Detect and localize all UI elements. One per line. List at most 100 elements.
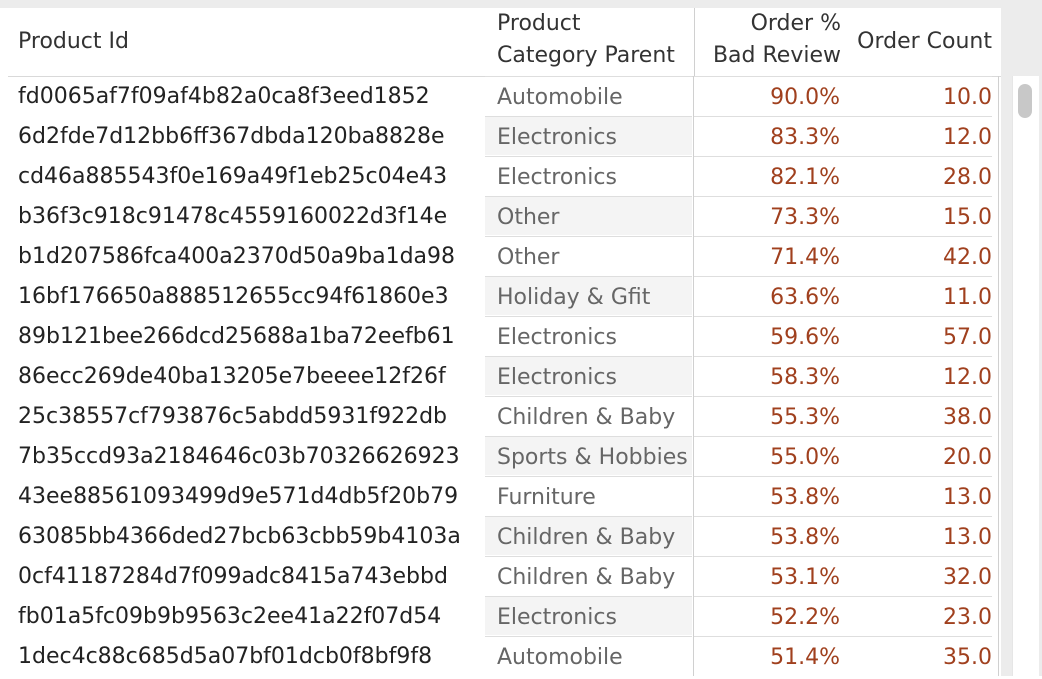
cell-order-count: 11.0: [840, 276, 992, 316]
cell-product-category: Children & Baby: [485, 516, 692, 555]
table-body: fd0065af7f09af4b82a0ca8f3eed1852 Automobi…: [8, 76, 1001, 676]
table-right-border: [998, 316, 999, 356]
table-right-border: [998, 556, 999, 596]
cell-order-count: 38.0: [840, 396, 992, 436]
column-header-label: Order Count: [857, 29, 992, 54]
cell-product-category: Holiday & Gfit: [485, 276, 692, 315]
cell-order-count: 57.0: [840, 316, 992, 356]
table-row[interactable]: 1dec4c88c685d5a07bf01dcb0f8bf9f8 Automobi…: [8, 636, 1001, 676]
cell-order-count: 13.0: [840, 476, 992, 516]
column-divider: [693, 76, 694, 676]
cell-product-id: 43ee88561093499d9e571d4db5f20b79: [18, 484, 459, 509]
cell-order-pct-bad-review: 58.3%: [694, 356, 840, 396]
cell-order-pct-bad-review: 51.4%: [694, 636, 840, 676]
table-row[interactable]: 7b35ccd93a2184646c03b70326626923 Sports &…: [8, 436, 1001, 476]
cell-order-pct-bad-review: 73.3%: [694, 196, 840, 236]
cell-product-category: Electronics: [485, 116, 692, 155]
cell-product-id: b1d207586fca400a2370d50a9ba1da98: [18, 244, 456, 269]
table-right-border: [998, 236, 999, 276]
cell-order-pct-bad-review: 55.0%: [694, 436, 840, 476]
cell-product-category: Automobile: [485, 76, 692, 115]
table-row[interactable]: b36f3c918c91478c4559160022d3f14e Other 73.…: [8, 196, 1001, 236]
table-right-border: [998, 436, 999, 476]
cell-order-pct-bad-review: 53.8%: [694, 476, 840, 516]
column-header-product-category-parent[interactable]: Product Category Parent: [497, 8, 693, 76]
cell-product-category: Children & Baby: [485, 556, 692, 595]
table-right-border: [998, 116, 999, 156]
cell-order-pct-bad-review: 52.2%: [694, 596, 840, 636]
cell-product-category: Automobile: [485, 636, 692, 675]
cell-order-count: 23.0: [840, 596, 992, 636]
cell-order-count: 28.0: [840, 156, 992, 196]
cell-order-pct-bad-review: 83.3%: [694, 116, 840, 156]
column-header-label: Product Id: [18, 29, 129, 54]
cell-product-id: 16bf176650a888512655cc94f61860e3: [18, 284, 449, 309]
column-header-label-line1: Order %: [750, 11, 841, 36]
table-right-border: [998, 156, 999, 196]
cell-order-pct-bad-review: 71.4%: [694, 236, 840, 276]
cell-order-count: 15.0: [840, 196, 992, 236]
cell-product-id: 63085bb4366ded27bcb63cbb59b4103a: [18, 524, 461, 549]
cell-product-id: 7b35ccd93a2184646c03b70326626923: [18, 444, 460, 469]
cell-order-pct-bad-review: 53.8%: [694, 516, 840, 556]
cell-product-category: Children & Baby: [485, 396, 692, 435]
cell-product-id: fb01a5fc09b9b9563c2ee41a22f07d54: [18, 604, 442, 629]
cell-product-id: 25c38557cf793876c5abdd5931f922db: [18, 404, 448, 429]
table-row[interactable]: 16bf176650a888512655cc94f61860e3 Holiday …: [8, 276, 1001, 316]
cell-product-category: Furniture: [485, 476, 692, 515]
cell-product-id: fd0065af7f09af4b82a0ca8f3eed1852: [18, 84, 430, 109]
vertical-scrollbar[interactable]: [1012, 76, 1039, 676]
table-right-border: [998, 196, 999, 236]
cell-product-id: 89b121bee266dcd25688a1ba72eefb61: [18, 324, 455, 349]
cell-order-count: 35.0: [840, 636, 992, 676]
cell-order-pct-bad-review: 53.1%: [694, 556, 840, 596]
table-right-border: [998, 356, 999, 396]
table-right-border: [998, 76, 999, 116]
column-header-label-line1: Product: [497, 11, 581, 36]
cell-product-category: Other: [485, 196, 692, 235]
cell-product-category: Electronics: [485, 356, 692, 395]
top-margin: [0, 0, 1042, 8]
cell-product-category: Electronics: [485, 156, 692, 195]
table-right-border: [998, 596, 999, 636]
cell-order-count: 13.0: [840, 516, 992, 556]
table-right-border: [998, 476, 999, 516]
table-row[interactable]: 63085bb4366ded27bcb63cbb59b4103a Children…: [8, 516, 1001, 556]
table-right-border: [998, 396, 999, 436]
table-row[interactable]: cd46a885543f0e169a49f1eb25c04e43 Electron…: [8, 156, 1001, 196]
cell-order-count: 10.0: [840, 76, 992, 116]
cell-order-count: 12.0: [840, 356, 992, 396]
cell-product-id: 0cf41187284d7f099adc8415a743ebbd: [18, 564, 448, 589]
table-row[interactable]: fd0065af7f09af4b82a0ca8f3eed1852 Automobi…: [8, 76, 1001, 116]
column-header-order-count[interactable]: Order Count: [842, 26, 992, 94]
table-row[interactable]: 86ecc269de40ba13205e7beeee12f26f Electron…: [8, 356, 1001, 396]
column-header-label-line2: Bad Review: [712, 43, 841, 68]
cell-order-count: 42.0: [840, 236, 992, 276]
table-row[interactable]: fb01a5fc09b9b9563c2ee41a22f07d54 Electron…: [8, 596, 1001, 636]
table-right-border: [998, 276, 999, 316]
cell-product-category: Sports & Hobbies: [485, 436, 692, 475]
scrollbar-thumb[interactable]: [1018, 84, 1032, 118]
cell-product-id: 86ecc269de40ba13205e7beeee12f26f: [18, 364, 446, 389]
cell-order-count: 12.0: [840, 116, 992, 156]
cell-product-category: Electronics: [485, 316, 692, 355]
table-row[interactable]: 25c38557cf793876c5abdd5931f922db Children…: [8, 396, 1001, 436]
cell-order-pct-bad-review: 63.6%: [694, 276, 840, 316]
cell-product-category: Electronics: [485, 596, 692, 635]
column-header-order-pct-bad-review[interactable]: Order % Bad Review: [694, 8, 841, 76]
cell-order-pct-bad-review: 82.1%: [694, 156, 840, 196]
table-row[interactable]: 0cf41187284d7f099adc8415a743ebbd Children…: [8, 556, 1001, 596]
table-row[interactable]: 43ee88561093499d9e571d4db5f20b79 Furnitur…: [8, 476, 1001, 516]
table-header: Product Id Product Category Parent Order…: [8, 8, 1001, 77]
cell-order-pct-bad-review: 55.3%: [694, 396, 840, 436]
column-header-product-id[interactable]: Product Id: [18, 26, 129, 94]
table-row[interactable]: 6d2fde7d12bb6ff367dbda120ba8828e Electron…: [8, 116, 1001, 156]
cell-product-category: Other: [485, 236, 692, 275]
table-row[interactable]: 89b121bee266dcd25688a1ba72eefb61 Electron…: [8, 316, 1001, 356]
column-header-label-line2: Category Parent: [497, 43, 675, 68]
cell-order-pct-bad-review: 90.0%: [694, 76, 840, 116]
table-row[interactable]: b1d207586fca400a2370d50a9ba1da98 Other 71.…: [8, 236, 1001, 276]
table-right-border: [998, 636, 999, 676]
cell-product-id: 1dec4c88c685d5a07bf01dcb0f8bf9f8: [18, 644, 433, 669]
table-right-border: [998, 516, 999, 556]
